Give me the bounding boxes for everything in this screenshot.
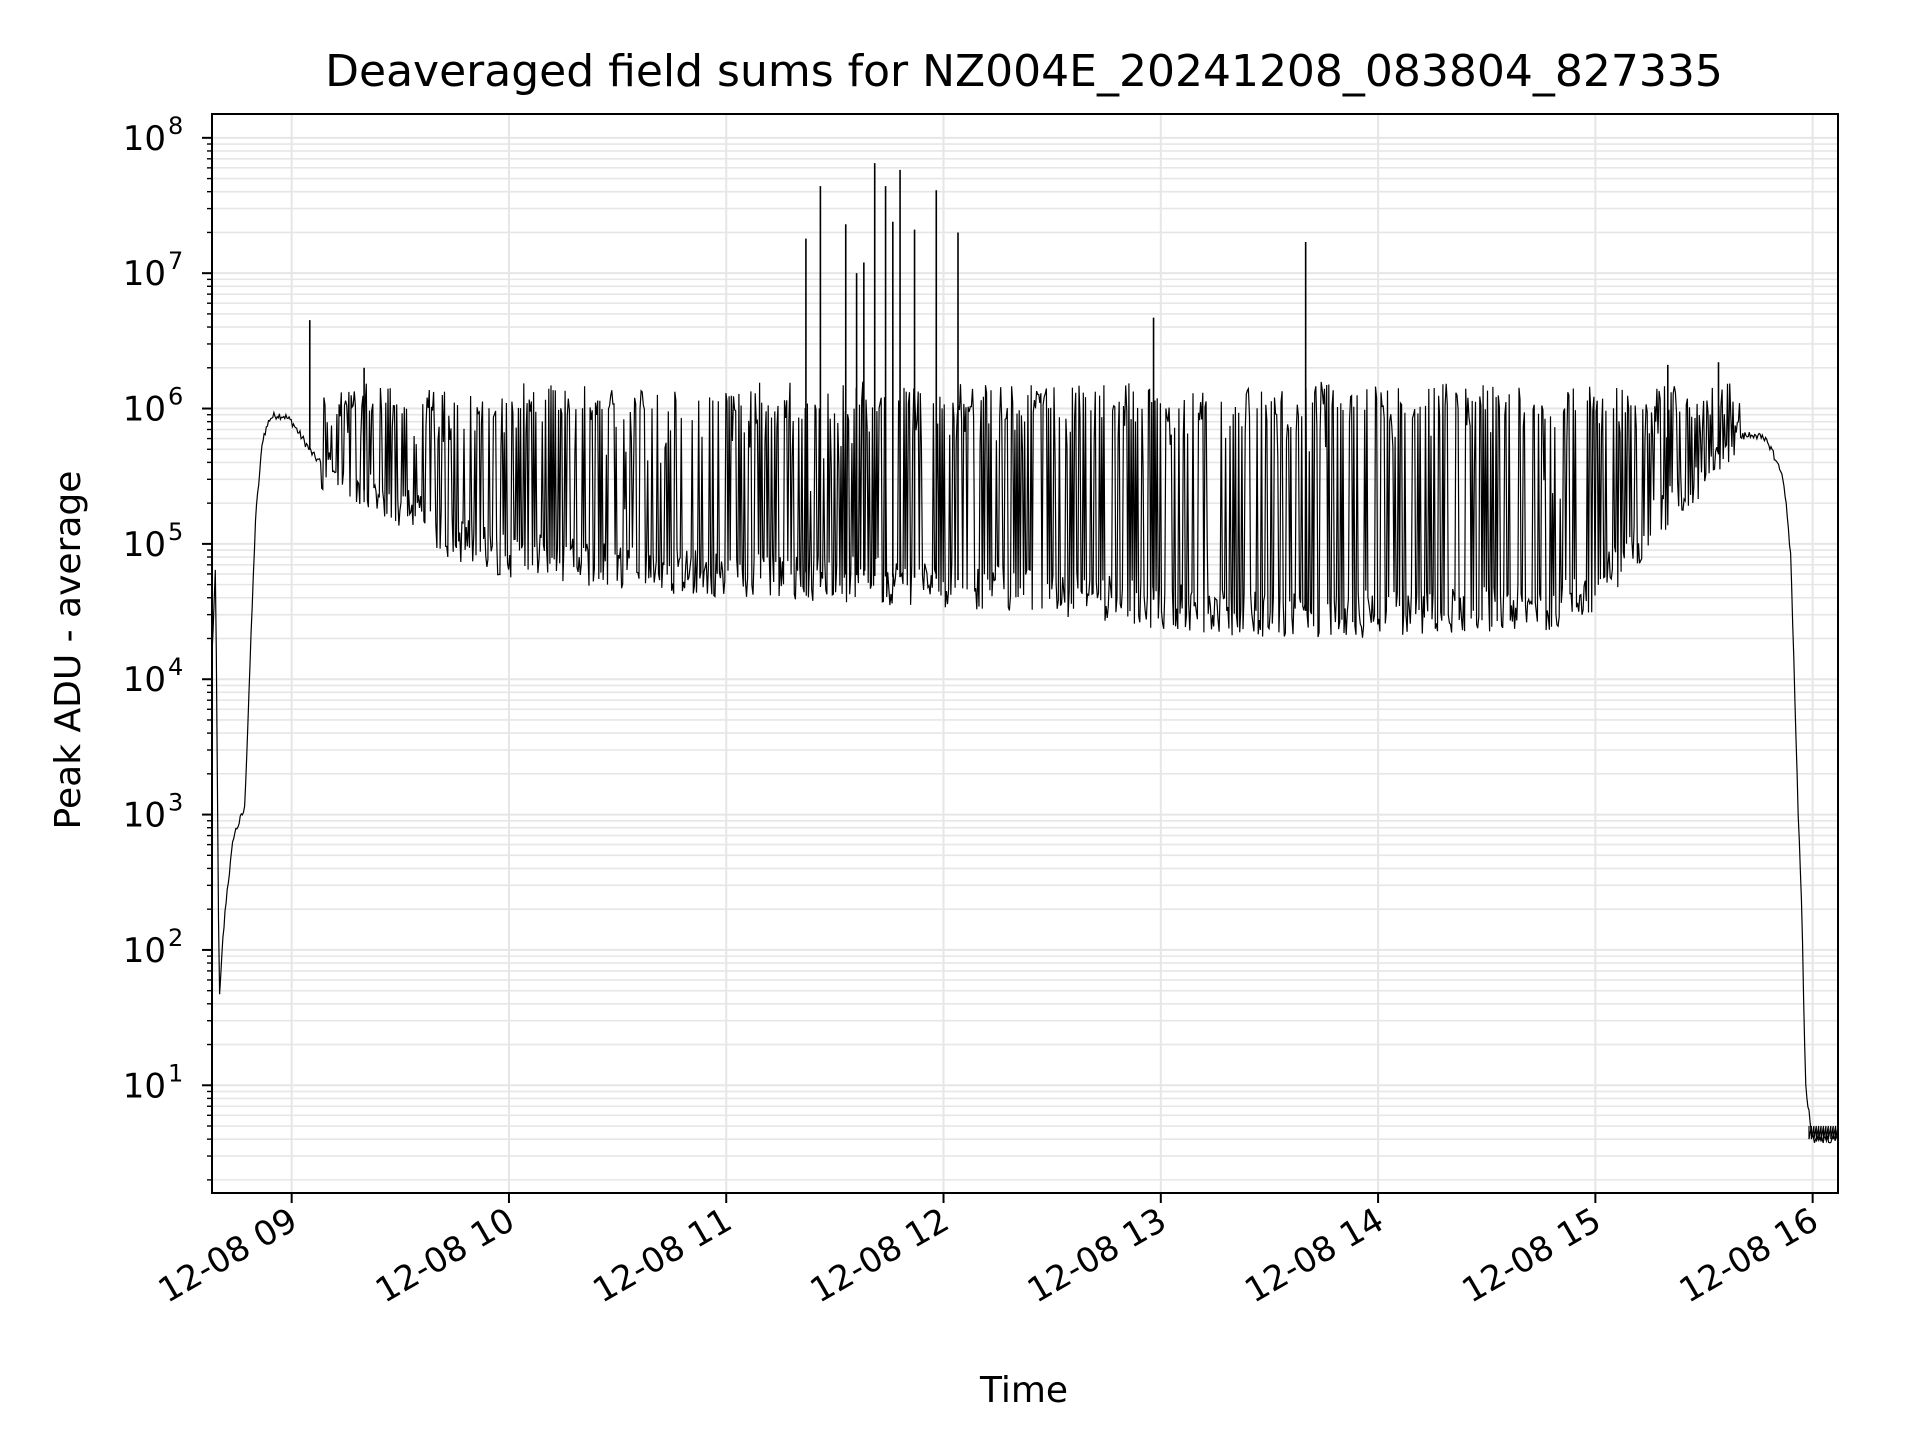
y-tick-label-exponent: 8	[168, 112, 183, 140]
y-tick-label: 10	[123, 525, 166, 565]
y-tick-label: 10	[123, 119, 166, 159]
data-layer	[212, 163, 1838, 1144]
y-tick-label: 10	[123, 660, 166, 700]
chart-title: Deaveraged field sums for NZ004E_2024120…	[325, 46, 1723, 97]
y-tick-label-exponent: 2	[168, 924, 183, 952]
y-tick-label-exponent: 6	[168, 383, 183, 411]
y-tick-label: 10	[123, 1066, 166, 1106]
y-tick-label: 10	[123, 931, 166, 971]
y-tick-label: 10	[123, 390, 166, 430]
y-tick-label-exponent: 1	[168, 1059, 183, 1087]
y-tick-label-exponent: 4	[168, 653, 183, 681]
plot-frame	[211, 113, 1839, 1194]
y-tick-label-exponent: 3	[168, 789, 183, 817]
y-tick-label-exponent: 7	[168, 247, 183, 275]
series-tail-steps	[1808, 1125, 1838, 1140]
x-axis-label: Time	[979, 1370, 1068, 1411]
y-tick-label-exponent: 5	[168, 518, 183, 546]
y-tick-label: 10	[123, 796, 166, 836]
y-tick-label: 10	[123, 254, 166, 294]
y-axis-label: Peak ADU - average	[48, 471, 89, 830]
series-line	[212, 381, 1838, 1144]
